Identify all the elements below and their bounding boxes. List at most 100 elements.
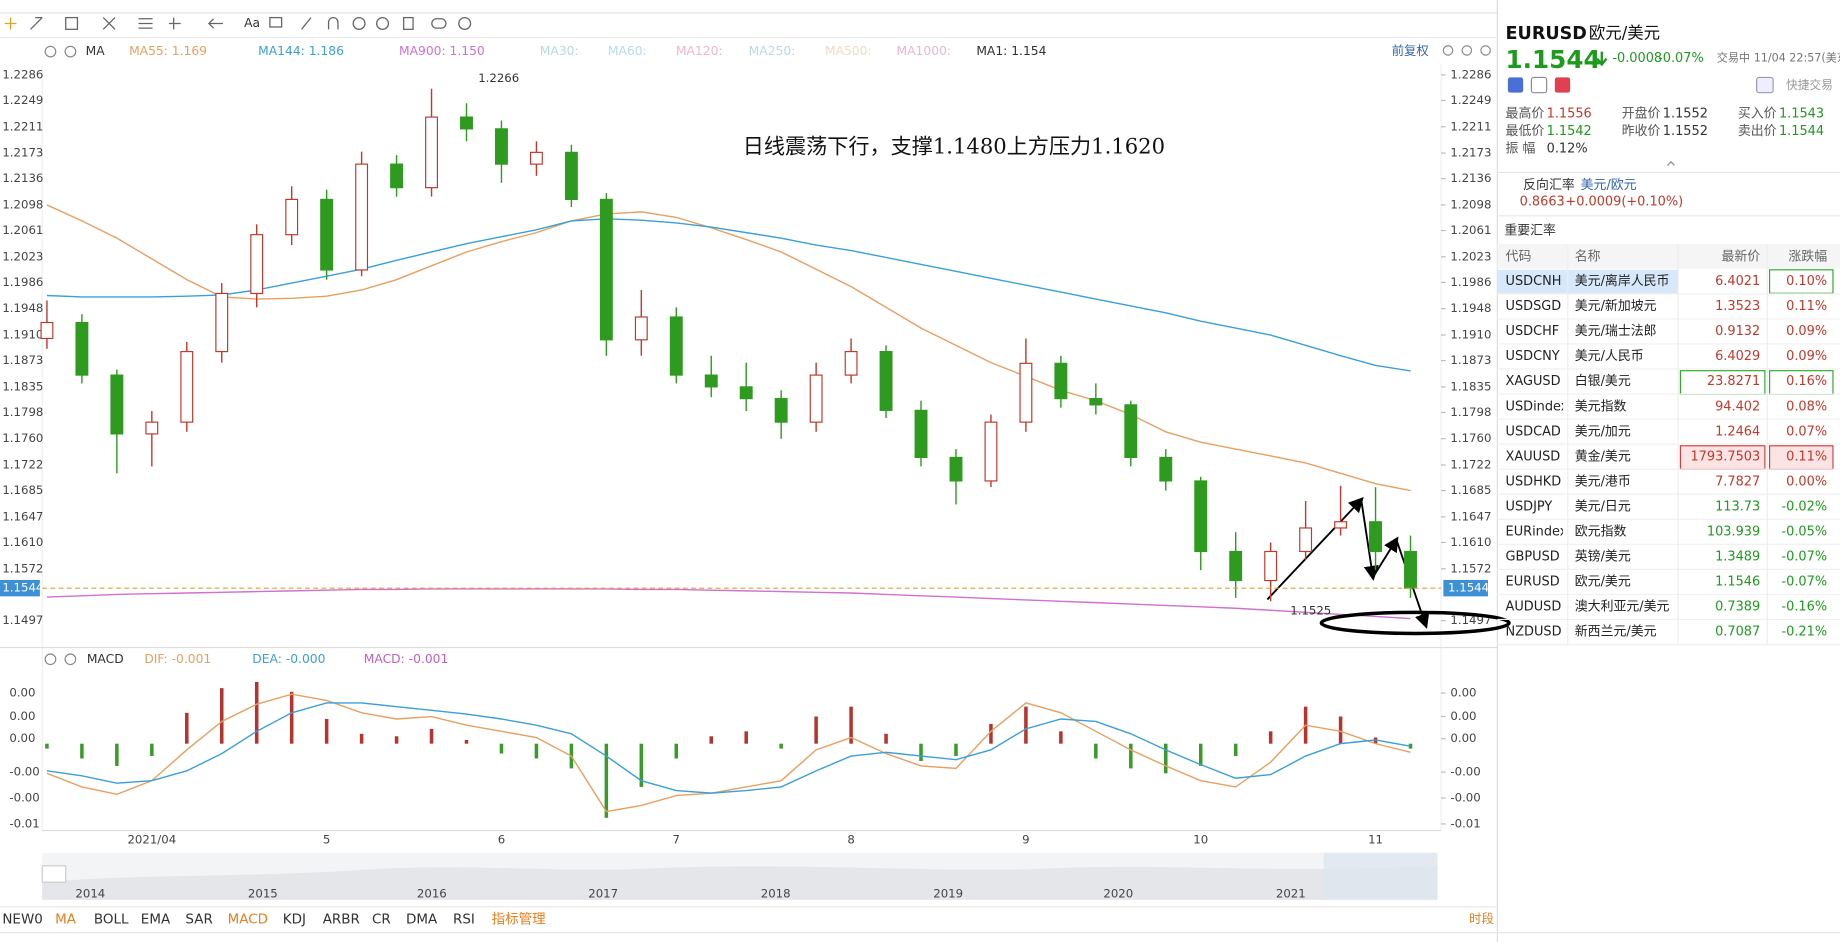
y-tick-label: 1.1835 [2,379,43,393]
table-cell: 6.4029 [1715,349,1760,364]
candle-body [1264,550,1278,582]
indicator-tab[interactable]: CR [372,912,391,928]
chart-controls[interactable] [1442,45,1491,56]
macd-bar [1198,743,1203,766]
candle-body [1054,362,1068,400]
candle-body [809,374,823,423]
macd-line [46,702,1411,794]
date-label: 7 [673,832,680,846]
indicator-tab[interactable]: MACD [228,912,268,928]
table-cell[interactable]: USDCNY [1506,349,1560,364]
collapse[interactable] [1667,161,1675,166]
adjust-mode[interactable]: 前复权 [1392,43,1429,58]
table-cell[interactable]: USDJPY [1506,499,1553,514]
settings-icon[interactable] [44,653,57,666]
navigator-handle[interactable] [41,865,67,883]
candle-body [739,386,753,400]
y-tick-label: 1.1647 [1450,509,1491,523]
indicator-tab[interactable]: EMA [141,912,171,928]
ma1-legend: MA1: 1.154 [976,44,1046,58]
drawing-toolbar[interactable] [4,16,472,30]
indicator-tab[interactable]: BOLL [94,912,129,928]
ma-label: MA [86,44,106,58]
indicator-tab[interactable]: DMA [406,912,438,928]
navigator-window[interactable] [1323,852,1438,900]
table-cell[interactable]: GBPUSD [1506,550,1560,565]
y-tick-label: 1.2286 [2,67,43,81]
y-tick-label: 1.2249 [1450,93,1491,107]
table-cell: 0.11% [1786,299,1827,314]
macd-bar [219,688,224,744]
candle-body [1019,362,1033,423]
stat-value: 1.1552 [1663,124,1708,139]
period-tab[interactable]: 时段 [1469,911,1494,926]
table-cell[interactable]: USDHKD [1506,474,1562,489]
candle-body [390,163,404,189]
stat-value: 0.12% [1547,141,1588,156]
macd-bar [80,743,84,759]
close-icon[interactable] [64,653,77,666]
y-tick-label: 1.1873 [1450,353,1491,367]
table-cell[interactable]: USDindex [1506,399,1569,414]
last-price-tag [1443,579,1488,597]
indicator-tab[interactable]: SAR [185,912,212,928]
y-tick-label: 1.1572 [2,561,43,575]
indicator-tab[interactable]: MA [55,912,77,928]
y-tick-label: 1.1948 [2,301,43,315]
macd-bar [1164,743,1168,774]
quote-symbol: EURUSD [1506,24,1587,44]
table-cell[interactable]: USDSGD [1506,299,1562,314]
table-cell[interactable]: USDCHF [1506,324,1560,339]
macd-bar [185,712,189,744]
table-cell: 白银/美元 [1575,373,1631,389]
macd-bar [1059,731,1063,744]
quote-change-pct: -0.07% [1658,51,1704,66]
table-cell[interactable]: AUDUSD [1506,600,1562,615]
y-tick-label: 1.2023 [1450,249,1491,263]
table-cell[interactable]: XAUUSD [1506,449,1561,464]
stat-value: 1.1552 [1663,106,1708,121]
table-cell: 0.16% [1786,374,1827,389]
reverse-pair[interactable]: 美元/欧元 [1581,178,1637,193]
settings-icon[interactable] [44,45,57,58]
y-tick-label: 1.1610 [2,535,43,549]
table-cell: 1.2464 [1715,424,1760,439]
table-cell[interactable]: XAGUSD [1506,374,1561,389]
table-cell: 0.07% [1786,424,1827,439]
table-header: 代码 [1506,249,1532,264]
table-cell[interactable]: EURindex [1506,525,1568,540]
ma-legend: MA144: 1.186 [258,44,344,58]
table-cell: -0.05% [1781,525,1827,540]
table-cell[interactable]: USDCAD [1506,424,1561,439]
reverse-change: +0.0009(+0.10%) [1565,194,1683,209]
y-tick-label: 1.1610 [1450,535,1491,549]
text-tool[interactable]: Aa [244,16,260,30]
candle-body [669,316,683,376]
quote-icons[interactable] [1507,76,1774,94]
table-cell[interactable]: NZDUSD [1506,625,1562,640]
macd-bar [674,743,679,759]
last-price-tag [0,579,40,597]
macd-bar [324,718,329,744]
indicator-tab[interactable]: ARBR [323,912,360,928]
y-tick-label: 1.1760 [2,431,43,445]
y-tick-label: 1.1873 [2,353,43,367]
quick-trade[interactable]: 快捷交易 [1786,78,1833,92]
macd-bar [954,743,958,757]
table-cell: 美元/日元 [1575,499,1631,514]
macd-bar [394,736,399,744]
table-cell[interactable]: USDCNH [1506,274,1562,289]
y-tick-label: 1.2211 [1450,119,1491,133]
indicator-tab[interactable]: KDJ [283,912,306,928]
table-cell[interactable]: EURUSD [1506,575,1560,590]
indicator-tab[interactable]: NEW0 [2,912,43,928]
table-header: 涨跌幅 [1788,248,1827,264]
indicator-tab[interactable]: RSI [453,912,475,928]
y-tick-label: -0.00 [1450,765,1480,779]
indicator-tab[interactable]: 指标管理 [492,912,546,928]
y-tick-label: 1.2173 [1450,146,1491,160]
table-header: 名称 [1575,248,1601,264]
candle-body [634,316,648,341]
stat-label: 昨收价 [1622,124,1661,139]
close-icon[interactable] [64,45,77,58]
